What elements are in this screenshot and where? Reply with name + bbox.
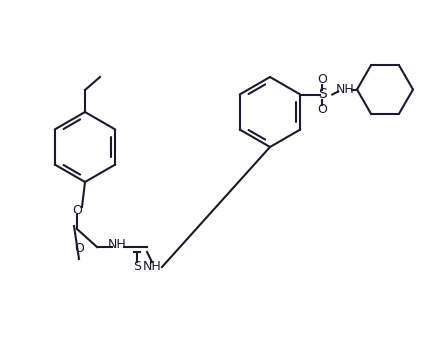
Text: O: O <box>317 73 327 86</box>
Text: S: S <box>133 261 141 274</box>
Text: O: O <box>317 103 327 116</box>
Text: O: O <box>74 242 84 255</box>
Text: O: O <box>72 203 82 216</box>
Text: S: S <box>318 88 327 102</box>
Text: NH: NH <box>336 83 354 96</box>
Text: NH: NH <box>143 261 161 274</box>
Text: NH: NH <box>108 238 126 251</box>
